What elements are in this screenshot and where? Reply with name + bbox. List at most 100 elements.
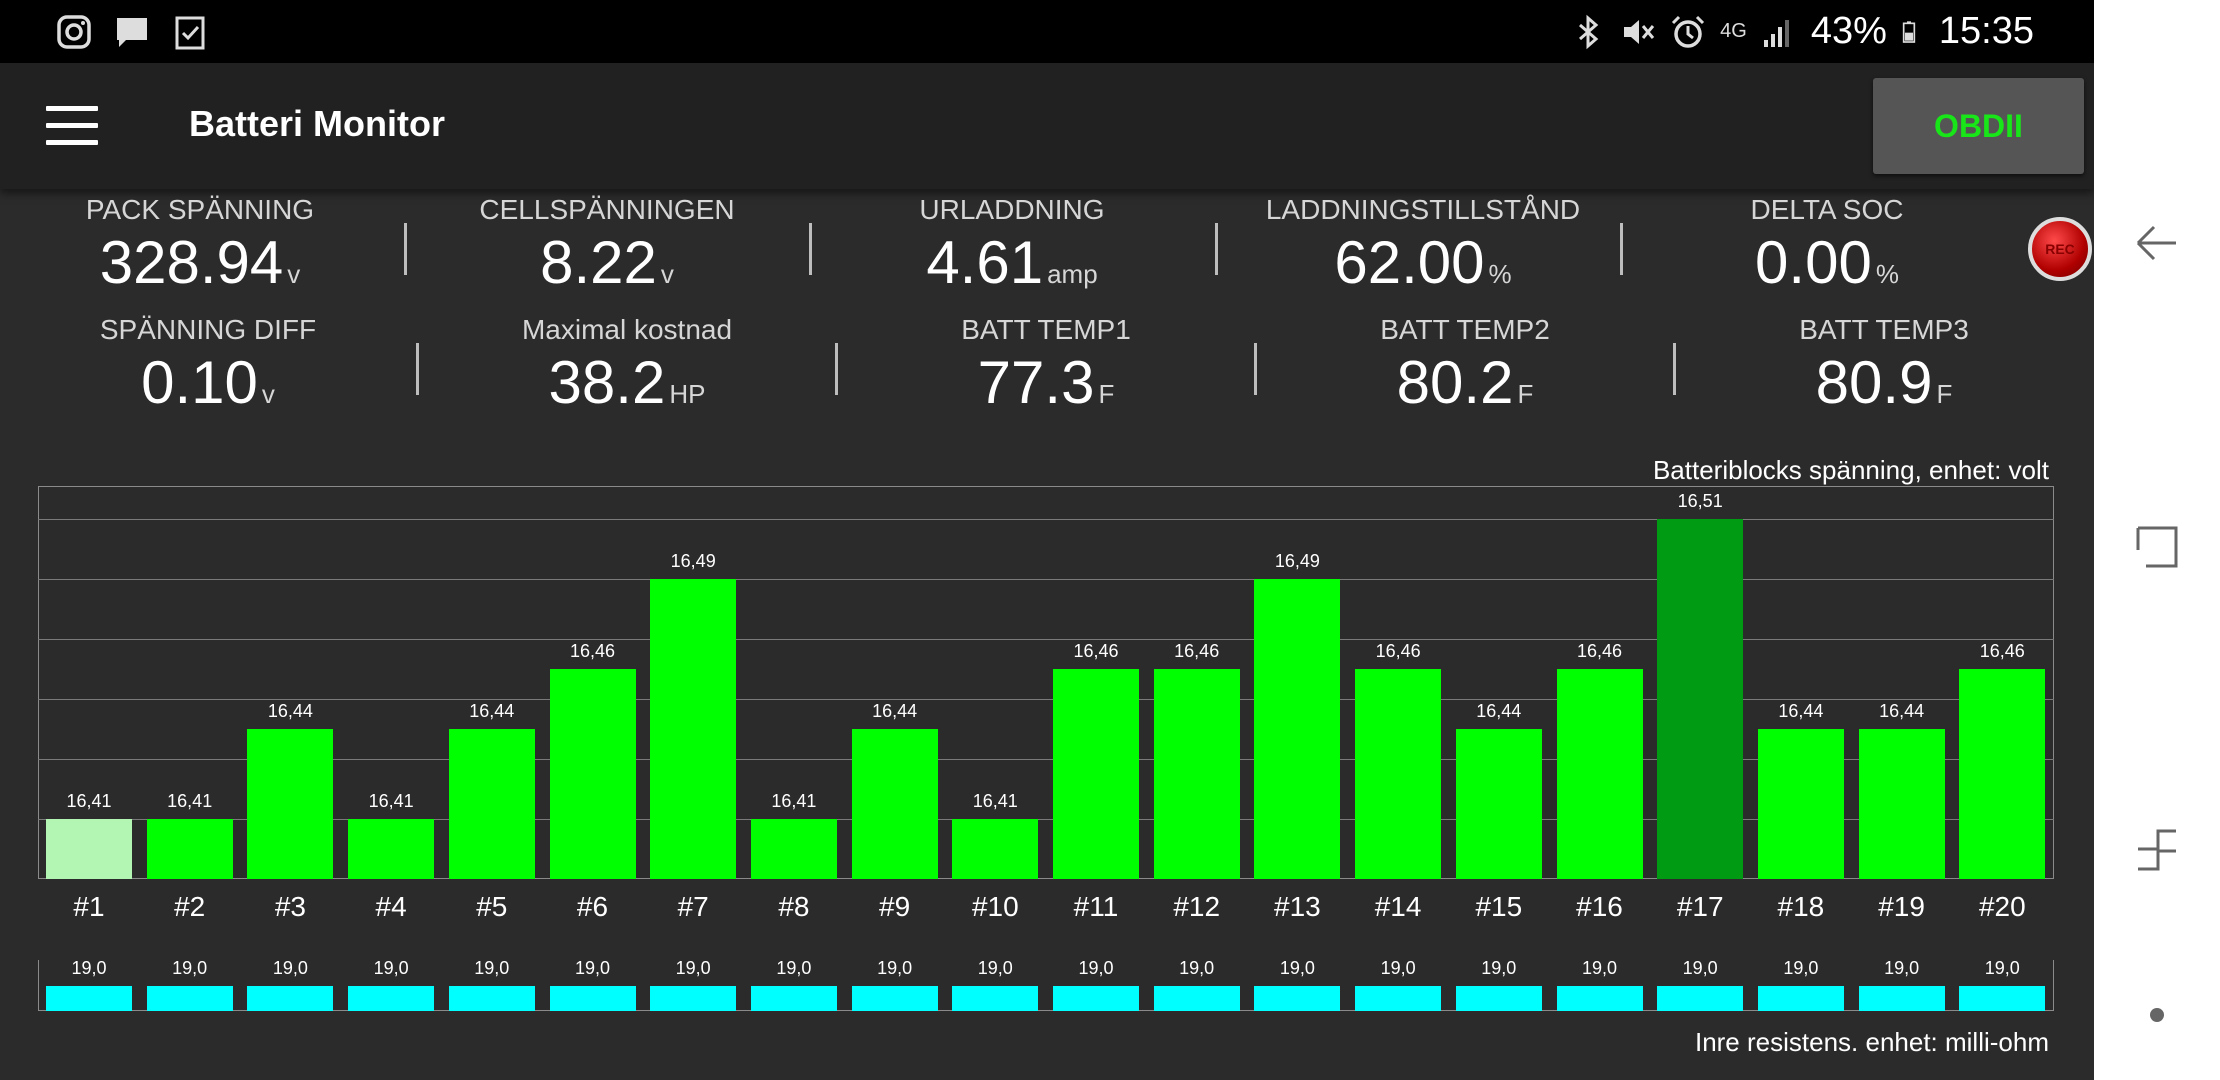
clipboard-check-icon <box>175 16 205 50</box>
voltage-category-label: #11 <box>1073 891 1119 922</box>
battery-icon <box>1902 20 1916 43</box>
resistance-bar <box>46 986 132 1011</box>
record-button[interactable]: REC <box>2028 217 2092 281</box>
divider <box>1254 343 1257 395</box>
voltage-bar <box>1757 729 1844 879</box>
resistance-bar <box>1153 986 1240 1011</box>
resistance-bar <box>1355 986 1442 1011</box>
voltage-category-label: #18 <box>1777 891 1825 922</box>
divider <box>835 343 838 395</box>
resistance-bar-value-label: 19,0 <box>574 958 611 978</box>
voltage-category-label: #12 <box>1173 891 1221 922</box>
voltage-bar-value-label: 16,46 <box>1576 641 1623 661</box>
voltage-bar-value-label: 16,44 <box>1476 701 1522 721</box>
resistance-bar <box>650 986 737 1011</box>
resistance-chart-title: Inre resistens. enhet: milli-ohm <box>1694 1027 2049 1057</box>
metric-discharge: URLADDNING 4.61 amp <box>862 194 1162 297</box>
voltage-category-label: #9 <box>879 891 911 922</box>
voltage-bar <box>1556 669 1643 879</box>
obd-button[interactable]: OBDII <box>1873 78 2084 174</box>
metric-label: PACK SPÄNNING <box>85 194 315 225</box>
voltage-bar-value-label: 16,44 <box>267 701 313 721</box>
metric-max-power: Maximal kostnad 38.2 HP <box>477 314 777 417</box>
resistance-bar <box>247 986 334 1011</box>
metric-unit: F <box>1098 379 1115 409</box>
resistance-bar <box>549 986 636 1011</box>
voltage-bar-value-label: 16,41 <box>972 791 1018 811</box>
voltage-bar-value-label: 16,51 <box>1677 491 1723 511</box>
resistance-bar <box>1757 986 1844 1011</box>
resistance-bar-value-label: 19,0 <box>1481 958 1517 978</box>
metric-label: BATT TEMP3 <box>1799 314 1969 345</box>
metric-label: SPÄNNING DIFF <box>99 314 317 345</box>
resistance-bar-value-label: 19,0 <box>1380 958 1416 978</box>
voltage-bar <box>1959 669 2046 879</box>
resistance-bar <box>952 986 1039 1011</box>
voltage-bar <box>46 819 132 879</box>
home-button[interactable] <box>2094 790 2220 910</box>
voltage-category-label: #13 <box>1274 891 1321 922</box>
voltage-bar-value-label: 16,46 <box>1979 641 2025 661</box>
back-button[interactable] <box>2094 183 2220 303</box>
hamburger-menu-icon[interactable] <box>46 106 98 146</box>
resistance-bar-value-label: 19,0 <box>977 958 1013 978</box>
voltage-category-label: #15 <box>1475 891 1523 922</box>
voltage-category-label: #4 <box>375 891 407 922</box>
metric-batt-temp3: BATT TEMP3 80.9 F <box>1734 314 2034 417</box>
gridline <box>38 639 2054 640</box>
metric-unit: % <box>1488 259 1512 289</box>
resistance-bar <box>348 986 435 1011</box>
divider <box>416 343 419 395</box>
voltage-category-label: #1 <box>73 891 105 922</box>
voltage-category-label: #16 <box>1576 891 1623 922</box>
voltage-bar-value-label: 16,44 <box>1778 701 1824 721</box>
voltage-category-label: #2 <box>174 891 206 922</box>
mute-icon <box>1624 19 1655 44</box>
divider <box>404 223 407 275</box>
voltage-bar-value-label: 16,49 <box>1274 551 1320 571</box>
voltage-bar <box>1858 729 1945 879</box>
resistance-bar-value-label: 19,0 <box>1984 958 2020 978</box>
record-label: REC <box>2045 241 2075 257</box>
resistance-bar-value-label: 19,0 <box>1783 958 1819 978</box>
resistance-bar <box>1858 986 1945 1011</box>
resistance-bar <box>1053 986 1139 1011</box>
resistance-chart-frame <box>38 960 2054 1011</box>
resistance-bar-value-label: 19,0 <box>1078 958 1114 978</box>
resistance-bar <box>448 986 535 1011</box>
assistant-button[interactable] <box>2094 955 2220 1075</box>
metric-pack-voltage: PACK SPÄNNING 328.94 v <box>50 194 350 297</box>
voltage-category-label: #3 <box>274 891 306 922</box>
voltage-category-label: #14 <box>1374 891 1422 922</box>
voltage-category-label: #17 <box>1676 891 1724 922</box>
voltage-bar-value-label: 16,41 <box>167 791 213 811</box>
gridline <box>38 759 2054 760</box>
metric-cell-voltage: CELLSPÄNNINGEN 8.22 v <box>457 194 757 297</box>
metric-value: 62.00 <box>1334 229 1485 296</box>
voltage-category-label: #8 <box>778 891 810 922</box>
voltage-chart-title: Batteriblocks spänning, enhet: volt <box>1652 455 2049 485</box>
metric-label: CELLSPÄNNINGEN <box>479 194 735 225</box>
recents-icon <box>2136 526 2178 568</box>
metric-value: 80.2 <box>1396 349 1514 416</box>
recents-button[interactable] <box>2094 485 2220 605</box>
resistance-bar-value-label: 19,0 <box>776 958 812 978</box>
resistance-bar-value-label: 19,0 <box>272 958 308 978</box>
metric-unit: v <box>261 379 275 409</box>
metric-unit: HP <box>669 379 706 409</box>
voltage-bar-value-label: 16,44 <box>1879 701 1925 721</box>
divider <box>809 223 812 275</box>
resistance-bar-value-label: 19,0 <box>877 958 913 978</box>
voltage-category-label: #20 <box>1978 891 2026 922</box>
metric-unit: % <box>1875 259 1899 289</box>
instagram-icon <box>57 15 91 49</box>
resistance-bar <box>1959 986 2046 1011</box>
gridline <box>38 519 2054 520</box>
voltage-bar <box>650 579 737 879</box>
resistance-bar-value-label: 19,0 <box>1581 958 1618 978</box>
resistance-bar-value-label: 19,0 <box>71 958 107 978</box>
network-type: 4G <box>1720 20 1747 42</box>
app-bar: Batteri Monitor OBDII <box>0 63 2094 189</box>
metric-unit: v <box>660 259 674 289</box>
metric-unit: F <box>1936 379 1953 409</box>
